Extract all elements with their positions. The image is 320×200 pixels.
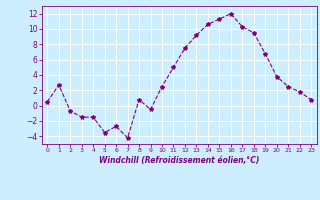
X-axis label: Windchill (Refroidissement éolien,°C): Windchill (Refroidissement éolien,°C): [99, 156, 260, 165]
